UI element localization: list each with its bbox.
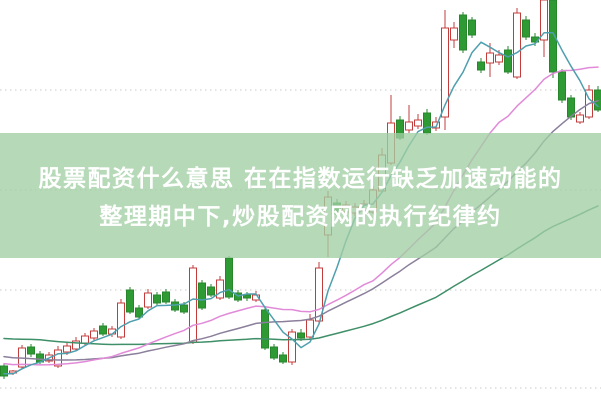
candle-body <box>522 19 530 38</box>
candle-body <box>189 267 197 343</box>
candle-body <box>423 112 431 134</box>
candle-body <box>63 345 71 353</box>
candle-body <box>225 257 233 298</box>
candle-body <box>72 340 80 350</box>
candle-body <box>81 335 89 344</box>
candle-body <box>126 289 134 313</box>
candle-body <box>243 294 251 299</box>
candle-body <box>558 71 566 101</box>
candle-body <box>504 49 512 73</box>
candle-body <box>405 121 413 131</box>
candle-body <box>468 19 476 36</box>
candle-body <box>414 119 422 127</box>
candle-body <box>171 301 179 311</box>
candle-body <box>54 349 62 367</box>
candle-body <box>90 330 98 339</box>
candle-body <box>135 307 143 318</box>
candle-body <box>576 114 584 123</box>
candle-body <box>162 291 170 303</box>
candle-body <box>144 292 152 308</box>
candle-body <box>441 27 449 118</box>
candle-body <box>486 52 494 64</box>
ma-fast-line <box>3 32 599 375</box>
candle-body <box>198 282 206 309</box>
candle-body <box>117 302 125 338</box>
candle-body <box>216 279 224 299</box>
candle-body <box>27 346 35 355</box>
candle-body <box>261 309 269 349</box>
headline-overlay: 股票配资什么意思 在在指数运行缺乏加速动能的 整理期中下,炒股配资网的执行纪律约 <box>0 133 601 258</box>
candle-body <box>288 331 296 363</box>
candle-body <box>450 27 458 41</box>
candle-body <box>297 332 305 339</box>
candle-body <box>0 365 8 377</box>
candle-body <box>99 325 107 335</box>
candle-body <box>459 14 467 51</box>
candle-body <box>306 319 314 338</box>
candle-body <box>279 354 287 363</box>
headline-line-2: 整理期中下,炒股配资网的执行纪律约 <box>99 204 502 230</box>
candle-body <box>315 267 323 322</box>
candle-body <box>495 54 503 63</box>
candle-body <box>153 294 161 304</box>
candle-body <box>540 0 548 41</box>
candle-body <box>207 286 215 296</box>
candle-body <box>549 0 557 73</box>
ma-long-line <box>3 205 599 346</box>
candle-body <box>432 121 440 129</box>
candle-body <box>180 304 188 313</box>
headline-line-1: 股票配资什么意思 在在指数运行缺乏加速动能的 <box>38 166 563 192</box>
candle-body <box>513 12 521 78</box>
candle-body <box>270 346 278 359</box>
candle-body <box>477 61 485 71</box>
ma-mid-line <box>3 66 599 366</box>
